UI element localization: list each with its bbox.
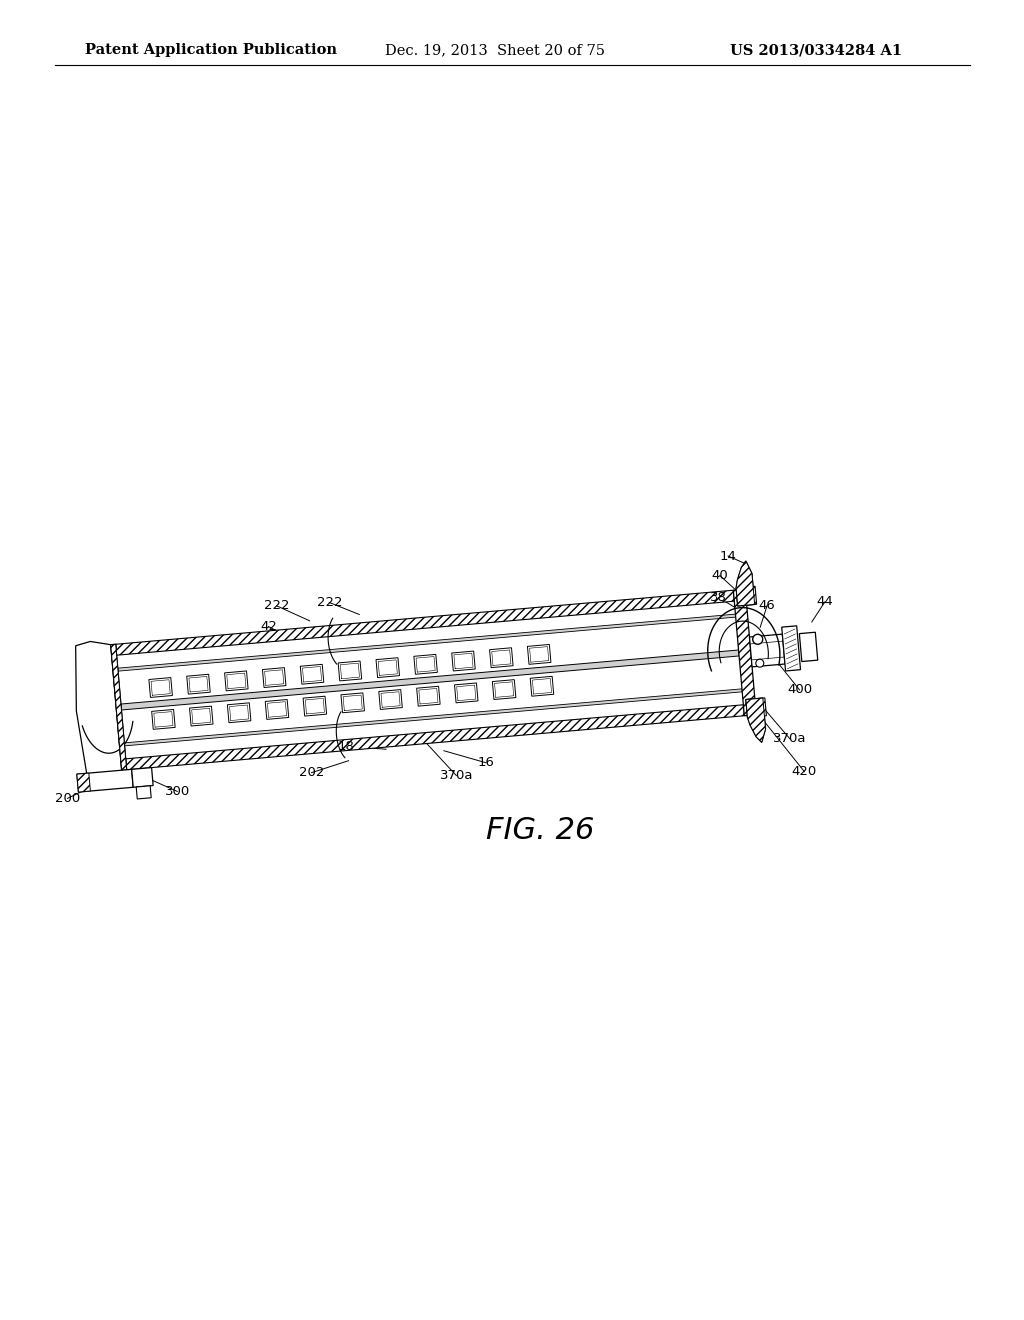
Text: 16: 16 bbox=[477, 756, 495, 770]
Polygon shape bbox=[530, 676, 554, 696]
Polygon shape bbox=[745, 698, 766, 742]
Text: 300: 300 bbox=[165, 785, 189, 799]
Polygon shape bbox=[736, 561, 755, 606]
Text: 38: 38 bbox=[710, 591, 727, 605]
Polygon shape bbox=[152, 709, 175, 730]
Text: 222: 222 bbox=[264, 599, 290, 612]
Polygon shape bbox=[121, 649, 739, 710]
Polygon shape bbox=[341, 693, 365, 713]
Polygon shape bbox=[186, 675, 210, 694]
Text: 44: 44 bbox=[816, 595, 834, 609]
Polygon shape bbox=[116, 590, 734, 655]
Polygon shape bbox=[745, 698, 766, 718]
Polygon shape bbox=[126, 705, 744, 770]
Polygon shape bbox=[118, 614, 735, 671]
Text: 420: 420 bbox=[792, 766, 817, 779]
Polygon shape bbox=[300, 664, 324, 684]
Polygon shape bbox=[338, 661, 361, 681]
Polygon shape bbox=[452, 651, 475, 671]
Polygon shape bbox=[111, 644, 127, 770]
Text: 40: 40 bbox=[712, 569, 728, 582]
Polygon shape bbox=[414, 655, 437, 675]
Polygon shape bbox=[76, 642, 122, 777]
Polygon shape bbox=[227, 702, 251, 722]
Text: FIG. 26: FIG. 26 bbox=[486, 816, 595, 845]
Polygon shape bbox=[77, 774, 90, 792]
Polygon shape bbox=[189, 706, 213, 726]
Polygon shape bbox=[781, 626, 801, 671]
Polygon shape bbox=[376, 657, 399, 677]
Text: 370a: 370a bbox=[439, 770, 473, 781]
Polygon shape bbox=[132, 768, 154, 787]
Polygon shape bbox=[262, 668, 286, 688]
Circle shape bbox=[756, 659, 764, 667]
Text: 222: 222 bbox=[316, 597, 342, 609]
Polygon shape bbox=[148, 677, 172, 697]
Text: 14: 14 bbox=[720, 549, 736, 562]
Polygon shape bbox=[136, 785, 152, 799]
Polygon shape bbox=[455, 682, 478, 702]
Polygon shape bbox=[265, 700, 289, 719]
Text: 370a: 370a bbox=[773, 733, 807, 746]
Polygon shape bbox=[77, 770, 133, 792]
Text: Dec. 19, 2013  Sheet 20 of 75: Dec. 19, 2013 Sheet 20 of 75 bbox=[385, 44, 605, 57]
Polygon shape bbox=[736, 561, 755, 606]
Polygon shape bbox=[379, 689, 402, 709]
Polygon shape bbox=[800, 632, 818, 661]
Text: 46: 46 bbox=[759, 599, 775, 611]
Polygon shape bbox=[111, 644, 127, 770]
Polygon shape bbox=[303, 696, 327, 715]
Polygon shape bbox=[745, 698, 766, 742]
Polygon shape bbox=[224, 671, 248, 690]
Polygon shape bbox=[493, 680, 516, 700]
Polygon shape bbox=[527, 644, 551, 664]
Text: 18: 18 bbox=[338, 739, 354, 752]
Polygon shape bbox=[733, 589, 757, 715]
Circle shape bbox=[753, 635, 763, 644]
Text: 202: 202 bbox=[299, 766, 325, 779]
Text: US 2013/0334284 A1: US 2013/0334284 A1 bbox=[730, 44, 902, 57]
Text: 42: 42 bbox=[260, 620, 276, 634]
Polygon shape bbox=[489, 648, 513, 668]
Text: 200: 200 bbox=[55, 792, 80, 805]
Polygon shape bbox=[736, 586, 757, 606]
Polygon shape bbox=[124, 689, 742, 746]
Polygon shape bbox=[417, 686, 440, 706]
Text: 400: 400 bbox=[787, 684, 812, 697]
Polygon shape bbox=[750, 634, 785, 667]
Text: Patent Application Publication: Patent Application Publication bbox=[85, 44, 337, 57]
